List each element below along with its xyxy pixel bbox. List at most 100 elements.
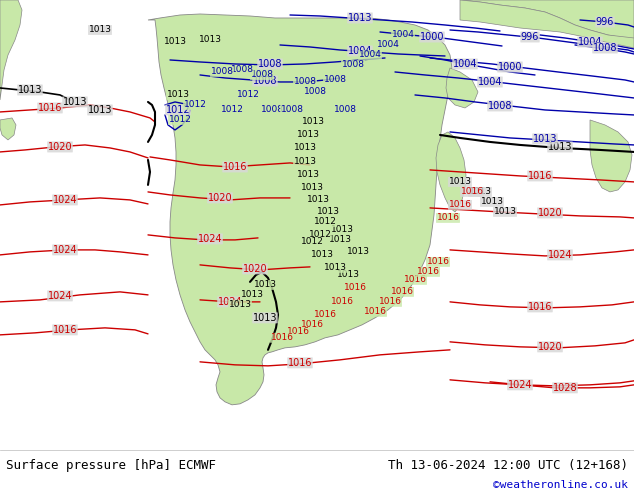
Text: 1008: 1008 bbox=[333, 105, 356, 115]
Text: 1013: 1013 bbox=[493, 207, 517, 217]
Text: 1008: 1008 bbox=[280, 105, 304, 115]
Text: 1004: 1004 bbox=[359, 50, 382, 59]
Polygon shape bbox=[0, 118, 16, 140]
Text: 1000: 1000 bbox=[420, 32, 444, 42]
Text: 1004: 1004 bbox=[453, 59, 477, 69]
Text: 1013: 1013 bbox=[328, 235, 351, 245]
Text: 996: 996 bbox=[596, 17, 614, 27]
Text: 1016: 1016 bbox=[436, 214, 460, 222]
Text: 1013: 1013 bbox=[323, 264, 347, 272]
Text: ©weatheronline.co.uk: ©weatheronline.co.uk bbox=[493, 480, 628, 490]
Text: 1016: 1016 bbox=[344, 283, 366, 293]
Text: 1012: 1012 bbox=[221, 105, 243, 115]
Text: Surface pressure [hPa] ECMWF: Surface pressure [hPa] ECMWF bbox=[6, 459, 216, 471]
Text: 1016: 1016 bbox=[427, 257, 450, 267]
Text: 1013: 1013 bbox=[481, 197, 503, 206]
Text: 1024: 1024 bbox=[217, 297, 242, 307]
Text: 1013: 1013 bbox=[167, 91, 190, 99]
Text: 1004: 1004 bbox=[478, 77, 502, 87]
Text: 1013: 1013 bbox=[198, 35, 221, 45]
Text: 1013: 1013 bbox=[297, 171, 320, 179]
Text: 1008: 1008 bbox=[488, 101, 512, 111]
Text: 1016: 1016 bbox=[527, 302, 552, 312]
Polygon shape bbox=[148, 14, 452, 405]
Text: 996: 996 bbox=[521, 32, 539, 42]
Text: 1013: 1013 bbox=[63, 97, 87, 107]
Text: 1013: 1013 bbox=[297, 130, 320, 140]
Text: 1004: 1004 bbox=[348, 46, 372, 56]
Text: 1012: 1012 bbox=[165, 105, 190, 115]
Text: 1013: 1013 bbox=[254, 280, 276, 290]
Text: 1013: 1013 bbox=[253, 313, 277, 323]
Text: 1016: 1016 bbox=[417, 268, 439, 276]
Text: 1013: 1013 bbox=[87, 105, 112, 115]
Text: 1012: 1012 bbox=[169, 116, 191, 124]
Text: 1024: 1024 bbox=[53, 195, 77, 205]
Text: 1008: 1008 bbox=[250, 71, 273, 79]
Text: 1013: 1013 bbox=[301, 183, 323, 193]
Text: 1008: 1008 bbox=[304, 87, 327, 97]
Text: 1013: 1013 bbox=[302, 118, 325, 126]
Text: 1016: 1016 bbox=[460, 187, 484, 196]
Text: 1024: 1024 bbox=[48, 291, 72, 301]
Text: 1000: 1000 bbox=[498, 62, 522, 72]
Text: 1008: 1008 bbox=[323, 75, 347, 84]
Text: 1016: 1016 bbox=[330, 297, 354, 306]
Text: 1013: 1013 bbox=[240, 291, 264, 299]
Text: 1004: 1004 bbox=[578, 37, 602, 47]
Text: 1008: 1008 bbox=[210, 68, 233, 76]
Text: 1013: 1013 bbox=[306, 196, 330, 204]
Text: 1013: 1013 bbox=[311, 250, 333, 259]
Polygon shape bbox=[590, 120, 632, 192]
Text: 1016: 1016 bbox=[53, 325, 77, 335]
Text: Th 13-06-2024 12:00 UTC (12+168): Th 13-06-2024 12:00 UTC (12+168) bbox=[387, 459, 628, 471]
Text: 1013: 1013 bbox=[330, 225, 354, 234]
Text: 1013: 1013 bbox=[294, 157, 316, 167]
Text: 1016: 1016 bbox=[448, 200, 472, 209]
Text: 1013: 1013 bbox=[316, 207, 339, 217]
Text: 1008: 1008 bbox=[593, 43, 618, 53]
Text: 1013: 1013 bbox=[548, 142, 573, 152]
Text: 1016: 1016 bbox=[403, 275, 427, 284]
Text: 1012: 1012 bbox=[314, 218, 337, 226]
Text: 1012: 1012 bbox=[236, 91, 259, 99]
Text: 1008: 1008 bbox=[294, 77, 316, 86]
Text: 1024: 1024 bbox=[198, 234, 223, 244]
Text: 1016: 1016 bbox=[223, 162, 247, 172]
Text: 1013: 1013 bbox=[348, 13, 372, 23]
Text: 1012: 1012 bbox=[309, 230, 332, 240]
Text: 1013: 1013 bbox=[89, 25, 112, 34]
Text: 1016: 1016 bbox=[378, 297, 401, 306]
Polygon shape bbox=[446, 68, 478, 108]
Text: 1020: 1020 bbox=[48, 142, 72, 152]
Text: 1008: 1008 bbox=[258, 59, 282, 69]
Text: 1016: 1016 bbox=[527, 171, 552, 181]
Text: 1020: 1020 bbox=[538, 208, 562, 218]
Text: 1013: 1013 bbox=[533, 134, 557, 144]
Text: 1013: 1013 bbox=[294, 144, 316, 152]
Text: 1013: 1013 bbox=[228, 300, 252, 309]
Text: 1016: 1016 bbox=[301, 320, 323, 329]
Text: 1013: 1013 bbox=[18, 85, 42, 95]
Polygon shape bbox=[0, 0, 22, 100]
Text: 1008: 1008 bbox=[253, 76, 277, 86]
Text: 1016: 1016 bbox=[288, 358, 313, 368]
Text: 1013: 1013 bbox=[448, 177, 472, 186]
Text: 1013: 1013 bbox=[164, 37, 186, 47]
Text: 1016: 1016 bbox=[391, 287, 413, 296]
Text: 1028: 1028 bbox=[553, 383, 578, 393]
Text: 1016: 1016 bbox=[38, 103, 62, 113]
Text: 1013: 1013 bbox=[347, 247, 370, 256]
Text: 1024: 1024 bbox=[548, 250, 573, 260]
Text: 1004: 1004 bbox=[377, 41, 399, 49]
Text: 1016: 1016 bbox=[363, 307, 387, 317]
Text: 1008: 1008 bbox=[261, 105, 283, 115]
Text: 1013: 1013 bbox=[469, 187, 491, 196]
Text: 1008: 1008 bbox=[231, 66, 254, 74]
Text: 1013: 1013 bbox=[337, 270, 359, 279]
Text: 1008: 1008 bbox=[342, 60, 365, 70]
Text: 1020: 1020 bbox=[243, 264, 268, 274]
Text: 1020: 1020 bbox=[538, 342, 562, 352]
Text: 1024: 1024 bbox=[53, 245, 77, 255]
Polygon shape bbox=[436, 132, 466, 212]
